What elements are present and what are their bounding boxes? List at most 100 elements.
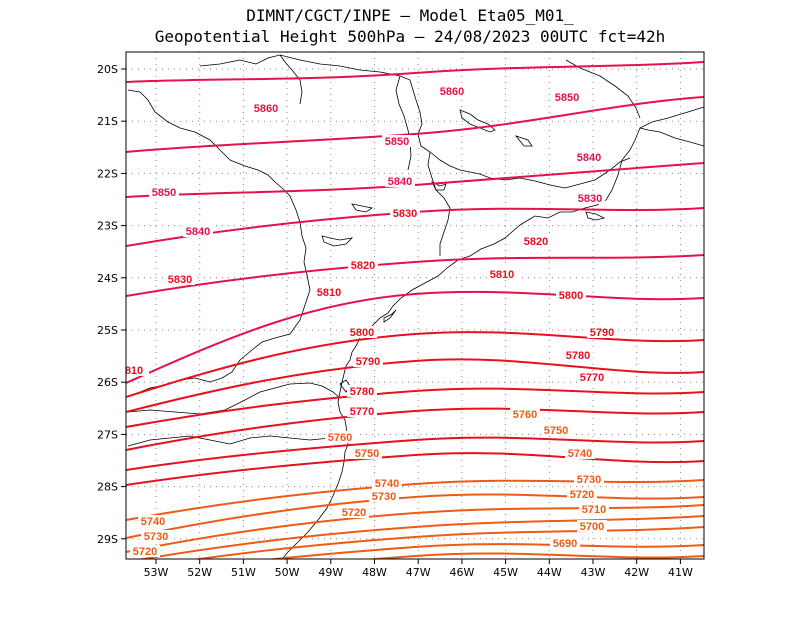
contour-label: 5740 bbox=[568, 448, 592, 460]
contour-label-bg bbox=[385, 175, 415, 187]
contour-label: 810 bbox=[125, 365, 143, 377]
coastline-and-borders bbox=[127, 54, 704, 559]
lat-label: 22S bbox=[97, 167, 118, 180]
contour-label-bg bbox=[369, 490, 399, 502]
contour-label: 5830 bbox=[168, 274, 192, 286]
lon-label: 53W bbox=[144, 566, 169, 579]
lat-label: 26S bbox=[97, 376, 118, 389]
contour-label-bg bbox=[563, 349, 593, 361]
contour-label: 5770 bbox=[580, 372, 604, 384]
contour-label-bg bbox=[487, 268, 517, 280]
contour-label: 5800 bbox=[559, 290, 583, 302]
lon-label: 43W bbox=[581, 566, 606, 579]
contour-label-bg bbox=[565, 447, 595, 459]
contour-label: 5770 bbox=[350, 406, 374, 418]
lon-label: 46W bbox=[449, 566, 474, 579]
contour-label-bg bbox=[165, 273, 195, 285]
lon-label: 51W bbox=[231, 566, 256, 579]
contour-label-bg bbox=[567, 488, 597, 500]
lon-label: 49W bbox=[318, 566, 343, 579]
contour-label: 5790 bbox=[356, 356, 380, 368]
contour-label-bg bbox=[552, 91, 582, 103]
lon-label: 47W bbox=[406, 566, 431, 579]
contour-5800 bbox=[126, 331, 704, 398]
contour-label: 5740 bbox=[141, 516, 165, 528]
lat-label: 29S bbox=[97, 533, 118, 546]
contour-label-bg bbox=[574, 151, 604, 163]
lat-label: 25S bbox=[97, 324, 118, 337]
contour-label-bg bbox=[251, 102, 281, 114]
contour-label-bg bbox=[353, 355, 383, 367]
contour-label: 5780 bbox=[566, 350, 590, 362]
contour-label-bg bbox=[574, 473, 604, 485]
contour-label: 5860 bbox=[440, 86, 464, 98]
lat-label: 20S bbox=[97, 63, 118, 76]
contour-label: 5720 bbox=[133, 546, 157, 558]
contour-label-bg bbox=[347, 326, 377, 338]
contour-label: 5840 bbox=[577, 152, 601, 164]
contour-label-bg bbox=[577, 520, 607, 532]
contour-5750 bbox=[126, 452, 704, 486]
contour-5850 bbox=[126, 96, 704, 153]
contour-label-bg bbox=[183, 225, 213, 237]
contour-5730 bbox=[126, 493, 704, 539]
contour-5740 bbox=[126, 479, 704, 521]
contour-label: 5840 bbox=[186, 226, 210, 238]
contour-label: 5850 bbox=[152, 187, 176, 199]
contour-label: 5820 bbox=[524, 236, 548, 248]
contour-label-bg bbox=[550, 537, 580, 549]
lon-label: 45W bbox=[493, 566, 518, 579]
contour-label-bg bbox=[352, 447, 382, 459]
lon-label: 44W bbox=[537, 566, 562, 579]
contour-5700 bbox=[191, 526, 704, 559]
contour-label: 5730 bbox=[372, 491, 396, 503]
contour-label-bg bbox=[587, 326, 617, 338]
contour-5770 bbox=[126, 407, 704, 451]
lat-label: 24S bbox=[97, 272, 118, 285]
contour-5820 bbox=[126, 254, 704, 297]
lon-label: 50W bbox=[275, 566, 300, 579]
contour-label-bg bbox=[577, 371, 607, 383]
contour-label: 5780 bbox=[350, 386, 374, 398]
contour-label: 5850 bbox=[555, 92, 579, 104]
contour-label: 5730 bbox=[144, 531, 168, 543]
contour-5720 bbox=[126, 504, 704, 553]
lon-label: 48W bbox=[362, 566, 387, 579]
contour-label-bg bbox=[347, 385, 377, 397]
contour-label: 5810 bbox=[490, 269, 514, 281]
contour-label: 5850 bbox=[385, 136, 409, 148]
contour-label-bg bbox=[382, 135, 412, 147]
contour-label-bg bbox=[149, 186, 179, 198]
contour-5810 bbox=[126, 290, 704, 384]
contour-label-bg bbox=[348, 259, 378, 271]
lon-label: 52W bbox=[187, 566, 212, 579]
contour-5780 bbox=[126, 387, 704, 428]
contour-label-bg bbox=[437, 85, 467, 97]
lat-label: 21S bbox=[97, 115, 118, 128]
contour-label: 5760 bbox=[328, 432, 352, 444]
contour-label-bg bbox=[575, 192, 605, 204]
contour-label-bg bbox=[372, 477, 402, 489]
contour-label: 5740 bbox=[375, 478, 399, 490]
contour-5790 bbox=[126, 358, 704, 413]
contour-label: 5730 bbox=[577, 474, 601, 486]
contour-label: 5760 bbox=[513, 409, 537, 421]
contour-label: 5860 bbox=[254, 103, 278, 115]
contour-label-bg bbox=[314, 286, 344, 298]
contour-label-bg bbox=[579, 503, 609, 515]
contour-5680 bbox=[363, 552, 704, 559]
contour-label: 5820 bbox=[351, 260, 375, 272]
contour-label-bg bbox=[510, 408, 540, 420]
lon-label: 41W bbox=[668, 566, 693, 579]
lat-lon-grid bbox=[126, 52, 704, 559]
contour-label: 5710 bbox=[582, 504, 606, 516]
chart-title-line1: DIMNT/CGCT/INPE – Model Eta05_M01_ bbox=[246, 6, 574, 25]
contour-label: 5720 bbox=[342, 507, 366, 519]
contour-label-bg bbox=[347, 405, 377, 417]
lat-label: 23S bbox=[97, 220, 118, 233]
contour-label: 5840 bbox=[388, 176, 412, 188]
lon-label: 42W bbox=[624, 566, 649, 579]
contour-labels: 5860 5850 5860 5850 5840 5850 5840 5830 5830 5840… bbox=[119, 85, 617, 558]
contour-label-bg bbox=[556, 289, 586, 301]
